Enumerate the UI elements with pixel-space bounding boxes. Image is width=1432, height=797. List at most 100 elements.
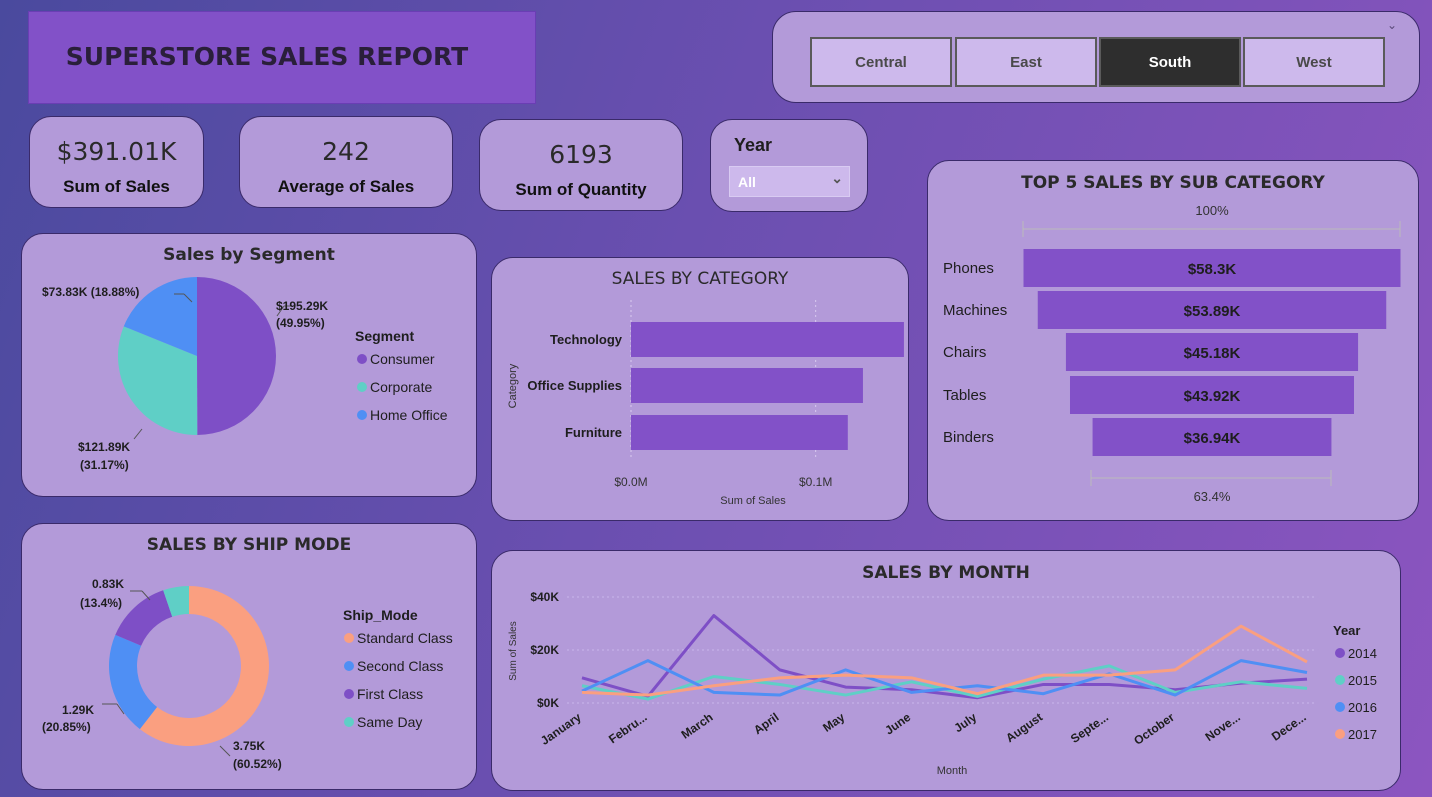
sales-by-ship-mode-card: SALES BY SHIP MODE 0.83K (13.4%) 1.29K (… <box>21 523 477 790</box>
legend-marker-2017 <box>1335 729 1345 739</box>
x-tick-label: Nove... <box>1203 710 1243 744</box>
funnel-bar-phones[interactable] <box>1023 249 1401 287</box>
legend-marker-first-class <box>344 689 354 699</box>
funnel-category-label: Machines <box>943 302 1007 319</box>
data-label-second-class-pct: (20.85%) <box>42 720 91 734</box>
region-button-east[interactable]: East <box>955 37 1097 87</box>
chart-title: Sales by Segment <box>163 245 335 265</box>
x-tick-label: August <box>1003 710 1045 745</box>
y-tick-label: $20K <box>530 643 559 657</box>
funnel-category-label: Binders <box>943 429 994 446</box>
legend-marker-standard-class <box>344 633 354 643</box>
leader-line <box>116 703 125 715</box>
slice-first-class[interactable] <box>115 590 173 646</box>
legend-marker-second-class <box>344 661 354 671</box>
region-button-south[interactable]: South <box>1099 37 1241 87</box>
series-line-2017[interactable] <box>581 624 1308 697</box>
funnel-top-label: 100% <box>1195 203 1229 218</box>
chart-title: TOP 5 SALES BY SUB CATEGORY <box>1021 173 1325 193</box>
region-button-central[interactable]: Central <box>810 37 952 87</box>
x-tick-label: $0.0M <box>614 475 647 489</box>
data-label-first-class-pct: (13.4%) <box>80 596 122 610</box>
y-axis-title: Category <box>507 363 519 408</box>
slice-standard-class[interactable] <box>139 586 269 746</box>
chevron-down-icon: ⌄ <box>831 170 843 186</box>
kpi-value: 6193 <box>549 140 613 169</box>
chart-title: SALES BY CATEGORY <box>611 269 789 289</box>
legend-item-first-class[interactable]: First Class <box>357 686 423 702</box>
leader-line <box>183 293 193 303</box>
year-slicer: Year All ⌄ <box>710 119 868 212</box>
funnel-bar-machines[interactable] <box>1037 291 1387 329</box>
slice-corporate[interactable] <box>117 326 198 435</box>
data-label-first-class: 0.83K <box>92 577 124 591</box>
bar-furniture[interactable] <box>631 415 848 450</box>
x-tick-label: October <box>1131 710 1177 748</box>
y-tick-label: Office Supplies <box>527 378 622 393</box>
legend-item-consumer[interactable]: Consumer <box>370 351 435 367</box>
funnel-bar-binders[interactable] <box>1092 418 1332 456</box>
legend-item-home-office[interactable]: Home Office <box>370 407 448 423</box>
report-title-banner: SUPERSTORE SALES REPORT <box>28 11 536 104</box>
data-label-consumer-pct: (49.95%) <box>276 316 325 330</box>
x-tick-label: July <box>951 710 979 735</box>
data-label-home-office: $73.83K (18.88%) <box>42 285 139 299</box>
slice-home-office[interactable] <box>123 277 197 356</box>
legend-marker-home-office <box>357 410 367 420</box>
chart-title: SALES BY MONTH <box>862 563 1030 583</box>
region-button-west[interactable]: West <box>1243 37 1385 87</box>
funnel-category-label: Tables <box>943 387 986 404</box>
y-tick-label: Technology <box>550 332 623 347</box>
chevron-down-icon[interactable]: ⌄ <box>1386 18 1397 32</box>
legend-item-second-class[interactable]: Second Class <box>357 658 443 674</box>
bar-office-supplies[interactable] <box>631 368 863 403</box>
y-tick-label: $0K <box>537 696 559 710</box>
funnel-value-label: $58.3K <box>1188 261 1237 278</box>
legend-item-2016[interactable]: 2016 <box>1348 700 1377 715</box>
funnel-bar-tables[interactable] <box>1069 376 1355 414</box>
x-tick-label: Dece... <box>1269 710 1309 744</box>
legend-item-2015[interactable]: 2015 <box>1348 673 1377 688</box>
ship-mode-donut-svg: 0.83K (13.4%) 1.29K (20.85%) 3.75K (60.5… <box>42 577 453 771</box>
x-axis-title: Month <box>937 765 968 777</box>
x-tick-label: Septe... <box>1068 710 1111 746</box>
legend-marker-2015 <box>1335 675 1345 685</box>
legend-title: Ship_Mode <box>343 607 418 623</box>
kpi-value: 242 <box>322 137 370 166</box>
data-label-corporate-pct: (31.17%) <box>80 458 129 472</box>
x-tick-label: March <box>679 710 716 742</box>
legend-marker-consumer <box>357 354 367 364</box>
legend-item-2014[interactable]: 2014 <box>1348 646 1377 661</box>
x-tick-label: April <box>751 710 781 737</box>
legend-item-same-day[interactable]: Same Day <box>357 714 422 730</box>
legend-item-standard-class[interactable]: Standard Class <box>357 630 453 646</box>
legend-marker-corporate <box>357 382 367 392</box>
chart-title: SALES BY SHIP MODE <box>146 535 352 555</box>
kpi-label: Sum of Sales <box>63 177 170 196</box>
category-bar-svg: $0.0M $0.1M Technology Office Supplies Furn… <box>507 300 904 507</box>
year-slicer-label: Year <box>734 135 773 155</box>
legend-item-2017[interactable]: 2017 <box>1348 727 1377 742</box>
funnel-category-label: Phones <box>943 260 994 277</box>
kpi-sum-of-sales: $391.01K Sum of Sales <box>29 116 204 208</box>
legend-marker-2014 <box>1335 648 1345 658</box>
sales-by-month-card: SALES BY MONTH $0K $20K $40K January Febru.… <box>491 550 1401 791</box>
funnel-bar-chairs[interactable] <box>1065 333 1359 371</box>
x-axis-title: Sum of Sales <box>720 495 786 507</box>
data-label-standard-class: 3.75K <box>233 739 265 753</box>
bar-technology[interactable] <box>631 322 904 357</box>
legend-title: Segment <box>355 328 414 344</box>
year-dropdown-value: All <box>738 174 756 190</box>
funnel-value-label: $45.18K <box>1184 345 1241 362</box>
slice-second-class[interactable] <box>109 634 158 730</box>
legend-item-corporate[interactable]: Corporate <box>370 379 432 395</box>
funnel-category-label: Chairs <box>943 344 986 361</box>
funnel-value-label: $43.92K <box>1184 388 1241 405</box>
data-label-standard-class-pct: (60.52%) <box>233 757 282 771</box>
y-tick-label: Furniture <box>565 425 622 440</box>
year-dropdown[interactable]: All ⌄ <box>729 166 850 197</box>
slice-consumer[interactable] <box>197 277 277 435</box>
data-label-second-class: 1.29K <box>62 703 94 717</box>
funnel-value-label: $53.89K <box>1184 303 1241 320</box>
slice-same-day[interactable] <box>163 586 189 617</box>
